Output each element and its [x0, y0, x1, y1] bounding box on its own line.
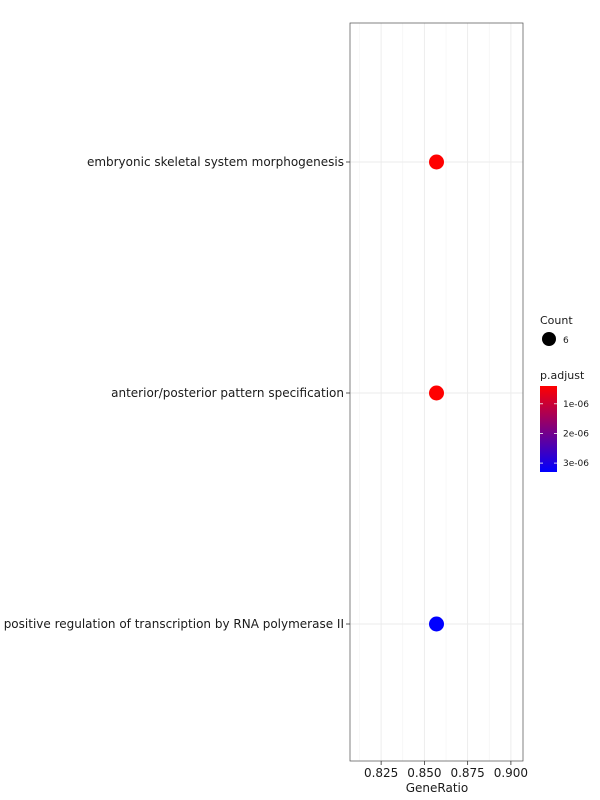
count-legend: Count 6	[540, 314, 573, 346]
minor-gridlines	[359, 23, 490, 761]
count-legend-title: Count	[540, 314, 573, 327]
padjust-legend: p.adjust 1e-06 2e-06 3e-06	[540, 369, 589, 472]
y-axis: embryonic skeletal system morphogenesis a…	[4, 155, 350, 631]
colorbar-tick-label: 1e-06	[563, 400, 589, 410]
x-axis-title: GeneRatio	[406, 781, 468, 795]
y-tick-label: positive regulation of transcription by …	[4, 617, 344, 631]
data-point	[429, 385, 444, 401]
colorbar-ticks: 1e-06 2e-06 3e-06	[540, 400, 589, 469]
count-legend-dot	[542, 332, 556, 346]
x-tick-label: 0.825	[364, 766, 398, 780]
padjust-legend-title: p.adjust	[540, 369, 585, 382]
plot-panel	[349, 22, 524, 762]
x-tick-label: 0.900	[494, 766, 528, 780]
y-tick-label: embryonic skeletal system morphogenesis	[87, 155, 344, 169]
colorbar-tick-label: 3e-06	[563, 459, 589, 469]
data-point	[429, 616, 444, 632]
x-axis: 0.825 0.850 0.875 0.900	[364, 761, 528, 780]
x-tick-label: 0.875	[450, 766, 484, 780]
y-tick-label: anterior/posterior pattern specification	[111, 386, 344, 400]
data-points	[429, 154, 444, 632]
count-legend-label: 6	[563, 336, 569, 346]
panel-border	[349, 22, 524, 762]
data-point	[429, 154, 444, 170]
x-tick-label: 0.850	[407, 766, 441, 780]
padjust-colorbar	[540, 386, 557, 472]
colorbar-tick-label: 2e-06	[563, 429, 589, 439]
